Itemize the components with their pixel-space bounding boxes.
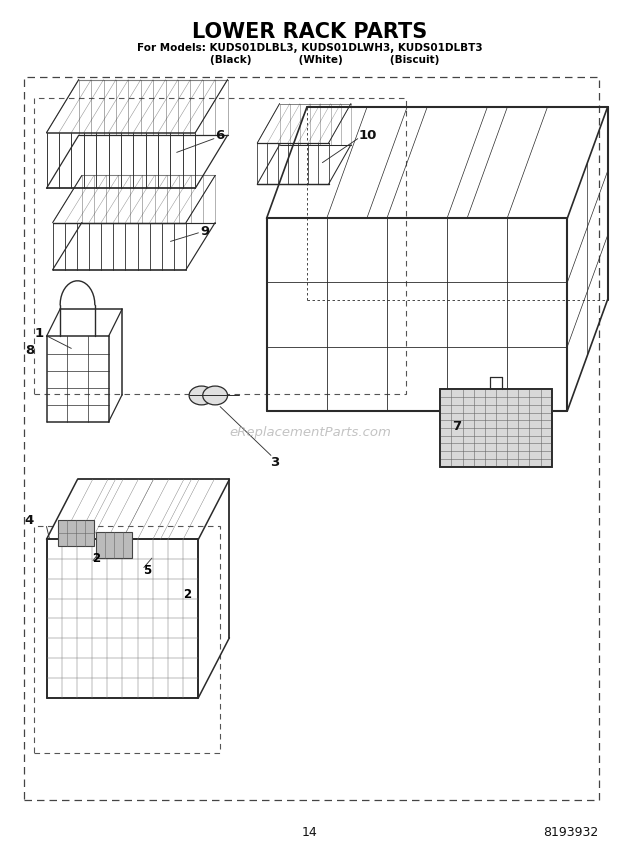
Text: 3: 3 bbox=[270, 455, 279, 469]
Text: 6: 6 bbox=[216, 128, 224, 142]
Bar bbox=[58, 520, 94, 546]
Text: 1: 1 bbox=[35, 327, 43, 341]
Text: 4: 4 bbox=[25, 514, 33, 527]
Text: 14: 14 bbox=[302, 825, 318, 839]
Bar bbox=[440, 389, 552, 467]
Text: 8193932: 8193932 bbox=[543, 825, 598, 839]
Text: 2: 2 bbox=[183, 588, 192, 602]
Text: 5: 5 bbox=[143, 564, 151, 578]
Text: 10: 10 bbox=[358, 128, 377, 142]
Bar bbox=[34, 98, 406, 394]
Text: 7: 7 bbox=[453, 419, 461, 433]
Bar bbox=[96, 532, 132, 558]
Text: (Black)             (White)             (Biscuit): (Black) (White) (Biscuit) bbox=[181, 55, 439, 65]
Bar bbox=[440, 389, 552, 467]
Ellipse shape bbox=[189, 386, 214, 405]
Ellipse shape bbox=[203, 386, 228, 405]
Text: LOWER RACK PARTS: LOWER RACK PARTS bbox=[192, 21, 428, 42]
Text: eReplacementParts.com: eReplacementParts.com bbox=[229, 425, 391, 439]
Text: 2: 2 bbox=[92, 551, 100, 565]
Text: 9: 9 bbox=[200, 224, 209, 238]
Bar bbox=[34, 526, 220, 753]
Bar bbox=[24, 77, 599, 800]
Text: 8: 8 bbox=[25, 344, 34, 358]
Text: For Models: KUDS01DLBL3, KUDS01DLWH3, KUDS01DLBT3: For Models: KUDS01DLBL3, KUDS01DLWH3, KU… bbox=[137, 43, 483, 53]
